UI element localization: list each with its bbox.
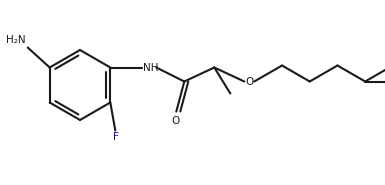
- Text: O: O: [171, 115, 179, 125]
- Text: F: F: [113, 132, 119, 142]
- Text: H₂N: H₂N: [6, 34, 26, 45]
- Text: O: O: [245, 77, 254, 87]
- Text: NH: NH: [143, 63, 159, 73]
